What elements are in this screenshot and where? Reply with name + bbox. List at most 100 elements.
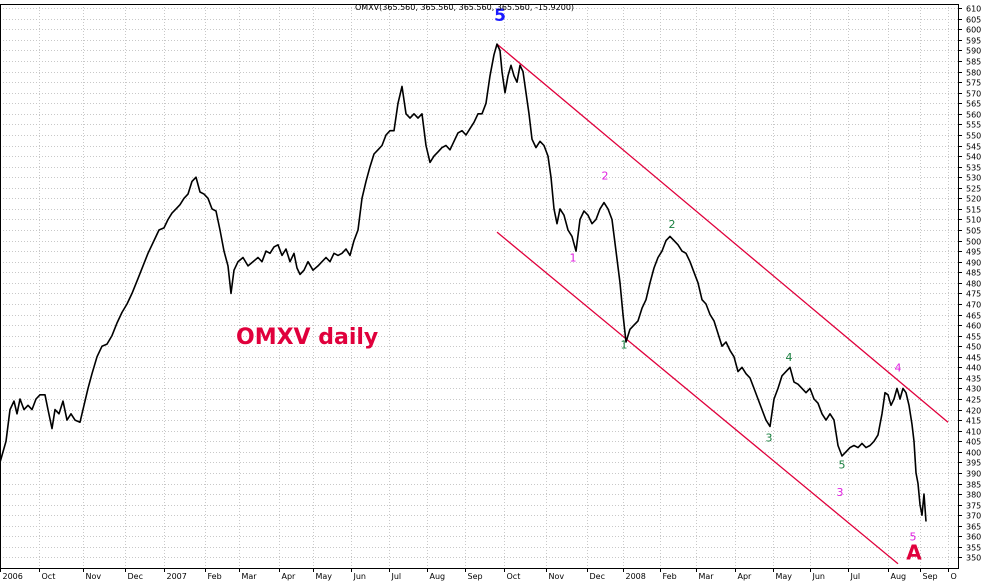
y-tick-label: 585 bbox=[966, 58, 981, 67]
wave-label: 3 bbox=[837, 486, 844, 499]
x-tick-label: O bbox=[951, 572, 957, 581]
y-tick-label: 555 bbox=[966, 121, 981, 130]
y-tick-label: 420 bbox=[966, 407, 981, 416]
y-tick-label: 600 bbox=[966, 26, 981, 35]
y-tick-label: 510 bbox=[966, 216, 981, 225]
y-tick-label: 545 bbox=[966, 143, 981, 152]
x-tick-label: Jun bbox=[353, 572, 367, 581]
x-tick-label: 2008 bbox=[626, 572, 646, 581]
wave-label: 5 bbox=[910, 531, 917, 544]
x-tick-label: Mar bbox=[242, 572, 258, 581]
x-tick-label: Apr bbox=[738, 572, 753, 581]
channel-upper-line bbox=[496, 43, 949, 423]
wave-label: 5 bbox=[494, 6, 506, 26]
x-tick-label: Oct bbox=[42, 572, 56, 581]
y-tick-label: 385 bbox=[966, 481, 981, 490]
y-tick-label: 490 bbox=[966, 259, 981, 268]
x-tick-label: Sep bbox=[923, 572, 938, 581]
y-tick-label: 605 bbox=[966, 16, 981, 25]
x-tick-label: Aug bbox=[430, 572, 446, 581]
x-tick-label: Nov bbox=[86, 572, 102, 581]
y-tick-label: 390 bbox=[966, 470, 981, 479]
y-tick-label: 525 bbox=[966, 185, 981, 194]
y-tick-label: 550 bbox=[966, 132, 981, 141]
y-tick-label: 610 bbox=[966, 5, 981, 14]
price-series bbox=[0, 43, 927, 522]
y-tick-label: 425 bbox=[966, 396, 981, 405]
wave-label: 1 bbox=[570, 252, 577, 265]
x-tick-label: Jun bbox=[812, 572, 826, 581]
axes: 3503553603653703753803853903954004054104… bbox=[0, 4, 981, 581]
x-tick-label: Sep bbox=[468, 572, 483, 581]
y-tick-label: 460 bbox=[966, 322, 981, 331]
price-line bbox=[0, 43, 927, 522]
x-tick-label: Oct bbox=[507, 572, 521, 581]
x-tick-label: Dec bbox=[128, 572, 143, 581]
x-tick-label: Feb bbox=[663, 572, 677, 581]
y-tick-label: 475 bbox=[966, 290, 981, 299]
y-tick-label: 560 bbox=[966, 111, 981, 120]
y-tick-label: 565 bbox=[966, 100, 981, 109]
wave-label: 1 bbox=[621, 338, 628, 351]
plot-frame bbox=[0, 4, 959, 569]
y-tick-label: 520 bbox=[966, 195, 981, 204]
trend-channel bbox=[496, 43, 949, 565]
y-tick-label: 350 bbox=[966, 554, 981, 563]
x-tick-label: Apr bbox=[282, 572, 297, 581]
wave-label: 5 bbox=[839, 459, 846, 472]
y-tick-label: 440 bbox=[966, 364, 981, 373]
x-tick-label: 2007 bbox=[167, 572, 187, 581]
wave-label: 2 bbox=[669, 218, 676, 231]
y-tick-label: 480 bbox=[966, 280, 981, 289]
x-tick-label: Dec bbox=[590, 572, 605, 581]
y-tick-label: 540 bbox=[966, 153, 981, 162]
wave-label: 3 bbox=[766, 431, 773, 444]
x-tick-label: Nov bbox=[549, 572, 565, 581]
x-tick-label: May bbox=[776, 572, 793, 581]
x-tick-label: 2006 bbox=[3, 572, 23, 581]
chart-title: OMXV daily bbox=[236, 325, 378, 350]
wave-label: 2 bbox=[602, 169, 609, 182]
y-tick-label: 365 bbox=[966, 523, 981, 532]
y-tick-label: 415 bbox=[966, 417, 981, 426]
y-tick-label: 500 bbox=[966, 238, 981, 247]
x-tick-label: Jul bbox=[391, 572, 402, 581]
y-tick-label: 590 bbox=[966, 47, 981, 56]
y-tick-label: 515 bbox=[966, 206, 981, 215]
x-tick-label: May bbox=[316, 572, 333, 581]
y-tick-label: 535 bbox=[966, 164, 981, 173]
x-tick-label: Aug bbox=[891, 572, 907, 581]
y-tick-label: 470 bbox=[966, 301, 981, 310]
x-tick-label: Jul bbox=[850, 572, 861, 581]
grid bbox=[0, 4, 958, 568]
y-tick-label: 355 bbox=[966, 544, 981, 553]
wave-label: 4 bbox=[786, 351, 793, 364]
y-tick-label: 505 bbox=[966, 227, 981, 236]
y-tick-label: 595 bbox=[966, 37, 981, 46]
y-tick-label: 450 bbox=[966, 343, 981, 352]
y-tick-label: 570 bbox=[966, 90, 981, 99]
y-tick-label: 395 bbox=[966, 459, 981, 468]
y-tick-label: 370 bbox=[966, 512, 981, 521]
y-tick-label: 530 bbox=[966, 174, 981, 183]
y-tick-label: 430 bbox=[966, 385, 981, 394]
x-tick-label: Mar bbox=[699, 572, 715, 581]
wave-label: 4 bbox=[895, 362, 902, 375]
wave-label: A bbox=[906, 541, 922, 565]
y-tick-label: 360 bbox=[966, 533, 981, 542]
y-tick-label: 445 bbox=[966, 354, 981, 363]
channel-lower-line bbox=[496, 231, 899, 565]
y-tick-label: 580 bbox=[966, 69, 981, 78]
y-tick-label: 380 bbox=[966, 491, 981, 500]
y-tick-label: 485 bbox=[966, 269, 981, 278]
y-tick-label: 400 bbox=[966, 449, 981, 458]
y-tick-label: 405 bbox=[966, 438, 981, 447]
y-tick-label: 575 bbox=[966, 79, 981, 88]
series-header: OMXV(365.560, 365.560, 365.560, 365.560,… bbox=[355, 3, 574, 12]
y-tick-label: 465 bbox=[966, 312, 981, 321]
x-tick-label: Feb bbox=[208, 572, 222, 581]
y-tick-label: 495 bbox=[966, 248, 981, 257]
y-tick-label: 410 bbox=[966, 428, 981, 437]
